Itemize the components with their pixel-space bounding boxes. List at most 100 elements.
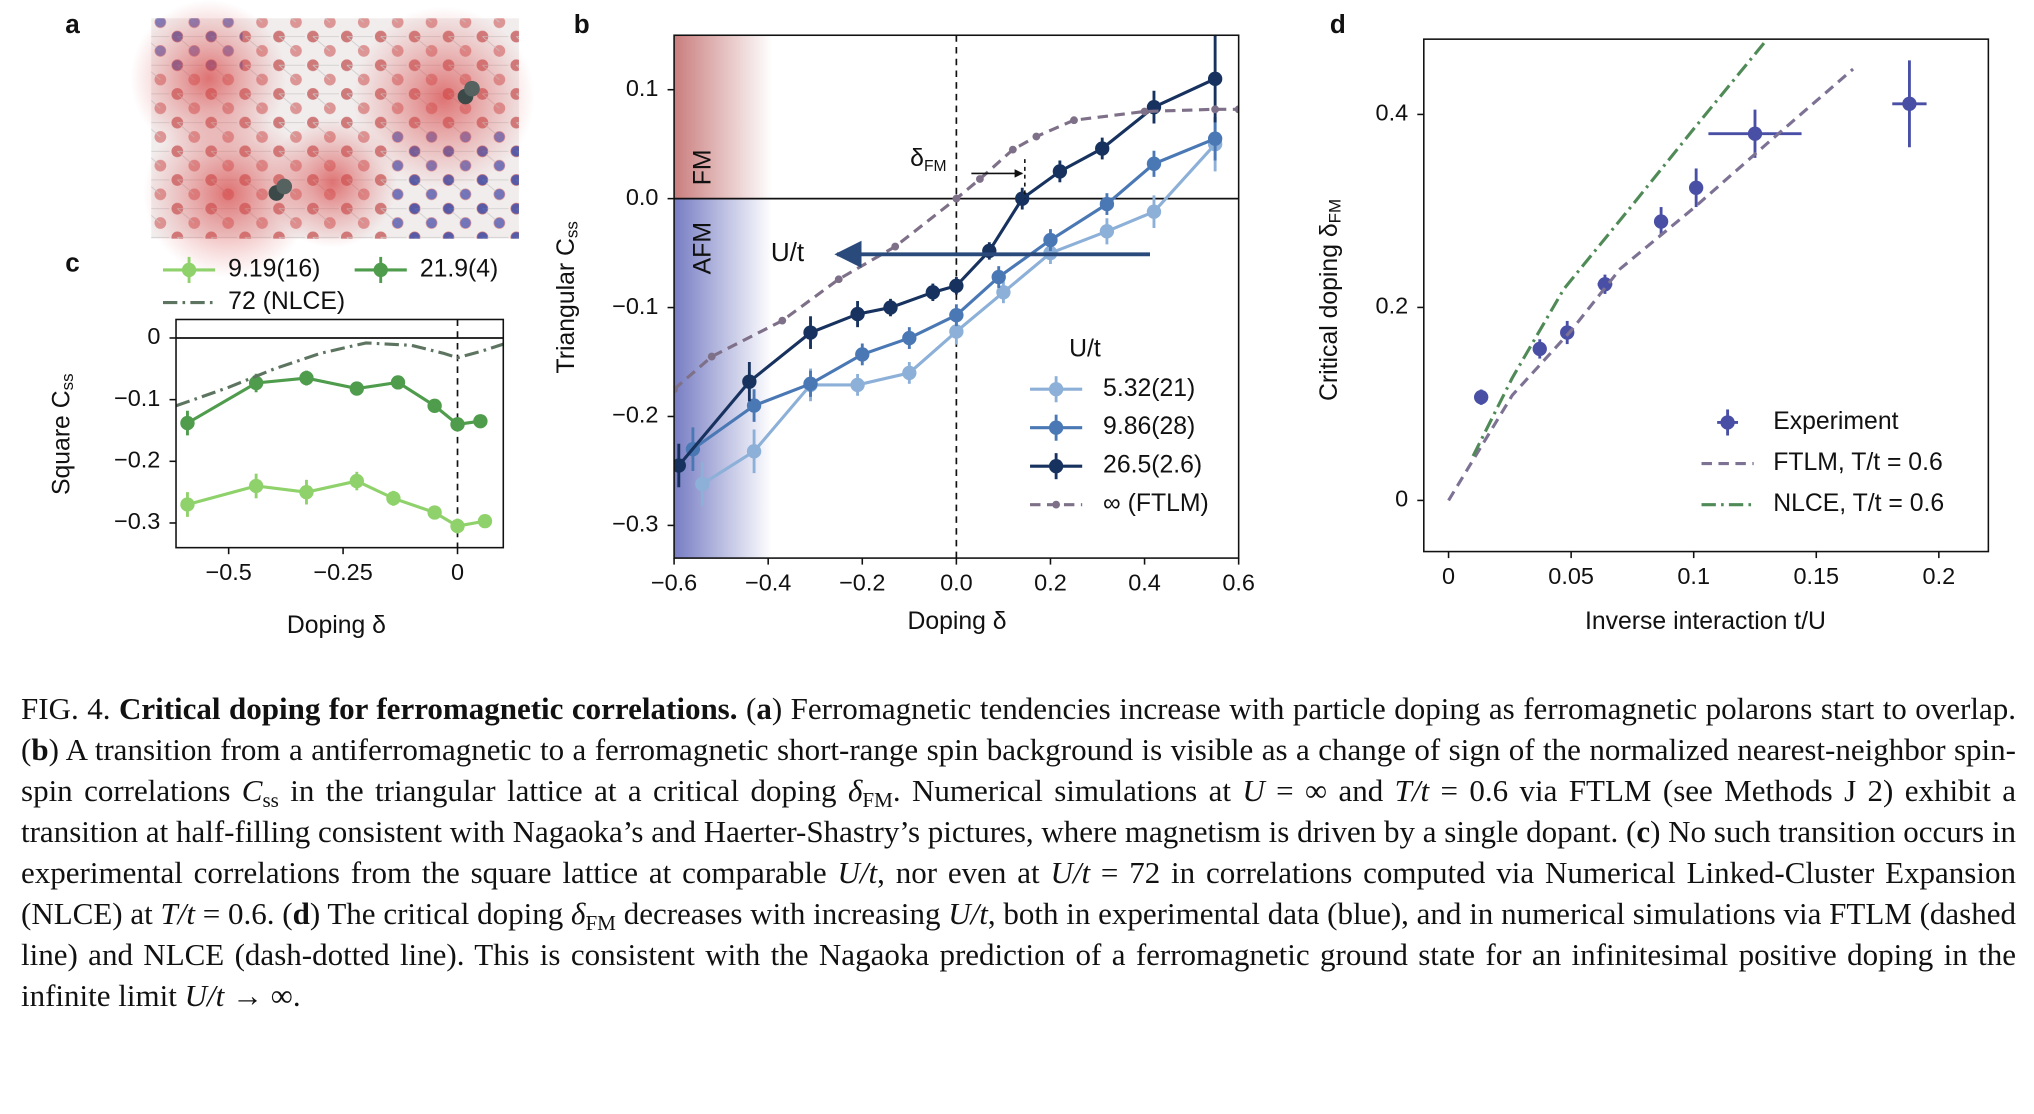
legend-marker [1048, 420, 1064, 435]
y-tick-label: −0.3 [114, 508, 160, 534]
data-point [746, 398, 762, 413]
series-line [187, 479, 486, 528]
series-line [176, 341, 504, 408]
legend-marker [1052, 500, 1061, 509]
data-point [427, 398, 442, 413]
y-tick-label: 0.1 [626, 75, 659, 101]
data-point [1099, 196, 1115, 212]
data-point [427, 505, 442, 520]
data-point [742, 374, 757, 389]
panel-label: b [574, 9, 590, 39]
y-tick-label: 0 [1395, 486, 1408, 512]
x-tick-label: −0.4 [745, 569, 791, 595]
legend-title: U/t [1069, 336, 1101, 363]
fm-region [674, 35, 772, 199]
axis-label-text: Inverse interaction t/U [1585, 608, 1826, 635]
data-point [390, 375, 406, 390]
legend-label: 9.86(28) [1103, 413, 1195, 440]
data-point [248, 375, 264, 391]
figure: a b c d −0.6 −0.4 −0.2 0.0 0.2 0.4 0.6 −0.3 −0.2 −0.1… [48, 0, 1990, 638]
caption-segment: decreases with increasing [615, 896, 949, 931]
legend-label: FTLM, T/t = 0.6 [1773, 449, 1943, 476]
caption-segment: FIG. 4. [21, 691, 119, 726]
caption-segment: = 0.6. ( [194, 896, 293, 931]
data-point [1070, 116, 1078, 125]
caption-segment: ) No such transition occurs in experimen… [21, 814, 2016, 890]
axis-label-text: Square C [48, 390, 75, 495]
data-point [1146, 156, 1162, 171]
x-tick-label: 0.4 [1128, 569, 1161, 595]
threshold-label: δFM [910, 145, 946, 175]
caption-segment: , nor even at [877, 855, 1051, 890]
x-tick-label: 0 [1442, 563, 1455, 589]
caption-segment: , both in experimental data (blue), and … [21, 896, 2016, 1013]
legend-label: 26.5(2.6) [1103, 452, 1202, 479]
caption: FIG. 4. Critical doping for ferromagneti… [21, 688, 2016, 1016]
y-tick-label: 0 [147, 323, 160, 349]
data-point [299, 370, 314, 386]
data-point [1211, 105, 1220, 114]
data-point [473, 414, 488, 429]
caption-segment: T/t [1394, 773, 1430, 808]
data-point [1099, 224, 1115, 239]
data-point [386, 491, 401, 506]
axis-label: Critical doping δFM [1315, 199, 1344, 401]
axis-label-text: Doping δ [907, 608, 1006, 635]
panel-label: d [1330, 9, 1346, 39]
data-point [949, 278, 964, 293]
plot-area [1447, 39, 1927, 502]
caption-segment: a [756, 691, 772, 726]
data-point [1207, 71, 1223, 86]
data-point [1032, 132, 1041, 141]
data-point [778, 316, 787, 325]
data-point [883, 300, 898, 315]
data-point [746, 444, 762, 459]
data-point [1146, 204, 1162, 219]
x-tick-label: 0 [451, 559, 464, 585]
plot-area [176, 319, 504, 548]
data-point [902, 365, 917, 381]
y-tick-label: 0.2 [1376, 293, 1409, 319]
caption-segment: U/t [184, 978, 225, 1013]
y-tick-label: −0.1 [612, 293, 658, 319]
axes-frame [1423, 38, 1990, 553]
data-point [477, 513, 493, 529]
data-point [349, 473, 364, 489]
y-tick-label: −0.2 [612, 402, 658, 428]
annotation: AFM [690, 222, 717, 274]
legend-marker [181, 262, 197, 278]
data-point [707, 352, 716, 361]
data-point [925, 285, 941, 300]
data-point [1008, 145, 1017, 154]
data-point [1688, 180, 1704, 195]
data-point [891, 242, 900, 251]
data-point [1140, 107, 1149, 116]
axis-label-text: Doping δ [287, 611, 386, 638]
panel-label: c [65, 248, 80, 278]
legend-marker [1048, 458, 1064, 474]
data-point [1015, 191, 1030, 206]
series-line [1447, 67, 1855, 502]
caption-segment: C [241, 773, 263, 808]
data-point [1597, 277, 1613, 292]
data-point [1747, 126, 1763, 141]
data-point [803, 325, 818, 340]
y-tick-label: 0.0 [626, 184, 659, 210]
data-point [1207, 131, 1223, 146]
plot-area [674, 35, 1239, 559]
caption-segment: δ [571, 896, 586, 931]
threshold-label-subscript: FM [924, 158, 947, 175]
data-point [949, 324, 964, 339]
panel-label: a [65, 9, 80, 39]
legend-label: Experiment [1773, 408, 1898, 435]
legend-marker [373, 262, 388, 278]
caption-segment: ) Ferromagnetic tendencies increase with… [21, 691, 2017, 767]
axis-label-text: Critical doping δ [1315, 223, 1342, 401]
axis-label: Triangular Css [553, 221, 582, 373]
x-tick-label: −0.6 [651, 569, 697, 595]
x-tick-label: 0.15 [1793, 563, 1839, 589]
data-point [1052, 164, 1068, 179]
data-point [1902, 96, 1917, 111]
data-point [450, 518, 465, 534]
caption-segment: . Numerical simulations at [892, 773, 1243, 808]
